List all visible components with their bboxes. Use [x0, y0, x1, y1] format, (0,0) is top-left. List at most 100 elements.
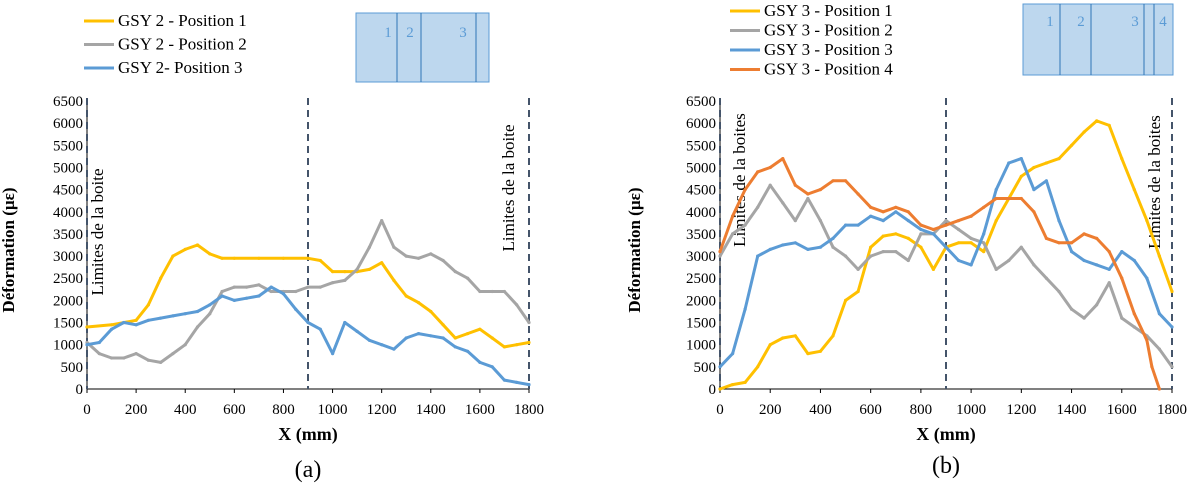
series-point	[294, 307, 298, 311]
series-point	[831, 236, 835, 240]
series-point	[331, 270, 335, 274]
y-tick-label: 5500	[686, 138, 716, 154]
series-point	[527, 340, 531, 345]
series-point	[404, 294, 408, 298]
series-point	[793, 241, 797, 245]
box-limit-annotation: Limites de la boites	[1145, 115, 1164, 249]
series-point	[171, 352, 175, 356]
series-point	[731, 383, 735, 387]
series-point	[416, 301, 421, 305]
series-point	[1019, 157, 1023, 161]
series-point	[881, 210, 885, 214]
series-point	[806, 196, 810, 201]
y-tick-label: 2000	[686, 293, 716, 309]
series-point	[881, 219, 885, 223]
series-point	[1132, 258, 1136, 263]
y-tick-label: 1500	[686, 316, 716, 332]
series-point	[1082, 130, 1086, 134]
y-tick-label: 1000	[686, 338, 716, 354]
inset-position-label: 3	[459, 25, 467, 41]
series-point	[110, 327, 114, 331]
series-point	[1044, 161, 1048, 165]
series-point	[756, 205, 760, 209]
series-point	[146, 303, 150, 307]
y-tick-label: 500	[61, 360, 84, 376]
box-limit-annotation: Limites de la boite	[499, 125, 518, 252]
series-point	[1132, 312, 1136, 316]
series-point	[429, 309, 433, 314]
series-point	[1095, 303, 1099, 307]
series-point	[994, 196, 998, 201]
inset-position-label: 1	[1046, 14, 1054, 30]
series-point	[931, 267, 936, 271]
series-point	[1120, 316, 1124, 320]
series-point	[1007, 196, 1011, 201]
x-tick-label: 1400	[416, 402, 446, 418]
y-tick-label: 3000	[686, 249, 716, 265]
series-point	[232, 256, 236, 260]
series-point	[731, 352, 735, 356]
series-point	[1070, 307, 1074, 311]
series-point	[969, 241, 973, 245]
series-point	[232, 298, 236, 302]
series-point	[416, 256, 421, 260]
series-point	[856, 267, 860, 271]
series-point	[743, 188, 747, 192]
series-point	[441, 323, 445, 327]
series-point	[195, 309, 200, 314]
series-point	[232, 285, 236, 289]
series-point	[159, 316, 163, 320]
x-tick-label: 0	[83, 402, 91, 418]
y-tick-label: 2500	[686, 271, 716, 287]
box-limit-annotation: Limites de la boites	[730, 113, 749, 247]
series-point	[818, 245, 823, 249]
series-point	[818, 349, 823, 353]
series-point	[367, 245, 371, 249]
series-point	[85, 343, 89, 347]
series-point	[208, 312, 212, 316]
series-point	[527, 320, 531, 325]
series-point	[1032, 165, 1036, 170]
series-point	[881, 234, 885, 238]
series-point	[781, 157, 785, 161]
series-point	[781, 243, 785, 247]
y-tick-label: 0	[709, 382, 717, 398]
series-point	[894, 205, 898, 209]
series-point	[844, 298, 848, 302]
y-tick-label: 4500	[53, 183, 83, 199]
series-point	[502, 378, 506, 382]
series-point	[1157, 347, 1161, 351]
series-point	[1082, 232, 1086, 236]
series-point	[1044, 276, 1048, 280]
series-point	[134, 352, 138, 356]
series-point	[110, 356, 114, 360]
series-point	[1132, 325, 1136, 329]
series-point	[718, 387, 722, 391]
x-tick-label: 1200	[1006, 402, 1036, 418]
series-point	[718, 254, 722, 258]
series-point	[994, 219, 998, 223]
legend-label: GSY 3 - Position 4	[764, 60, 893, 79]
series-point	[756, 170, 760, 174]
y-tick-label: 4000	[53, 205, 83, 221]
series-point	[756, 365, 760, 369]
series-point	[1019, 196, 1023, 201]
series-point	[944, 219, 948, 223]
series-point	[257, 283, 261, 287]
series-point	[856, 289, 860, 294]
x-axis-label: X (mm)	[278, 424, 337, 445]
y-tick-label: 6500	[686, 94, 716, 110]
series-point	[818, 219, 823, 223]
series-point	[466, 276, 470, 280]
series-point	[1095, 263, 1099, 267]
series-point	[1057, 241, 1061, 245]
legend-label: GSY 2 - Position 2	[118, 35, 247, 54]
series-point	[183, 312, 187, 316]
series-point	[1157, 254, 1161, 258]
series-point	[1132, 188, 1136, 192]
series-point	[392, 278, 396, 282]
y-tick-label: 6000	[686, 116, 716, 132]
series-point	[919, 227, 923, 232]
y-tick-label: 5000	[53, 160, 83, 176]
series-point	[1145, 219, 1149, 223]
